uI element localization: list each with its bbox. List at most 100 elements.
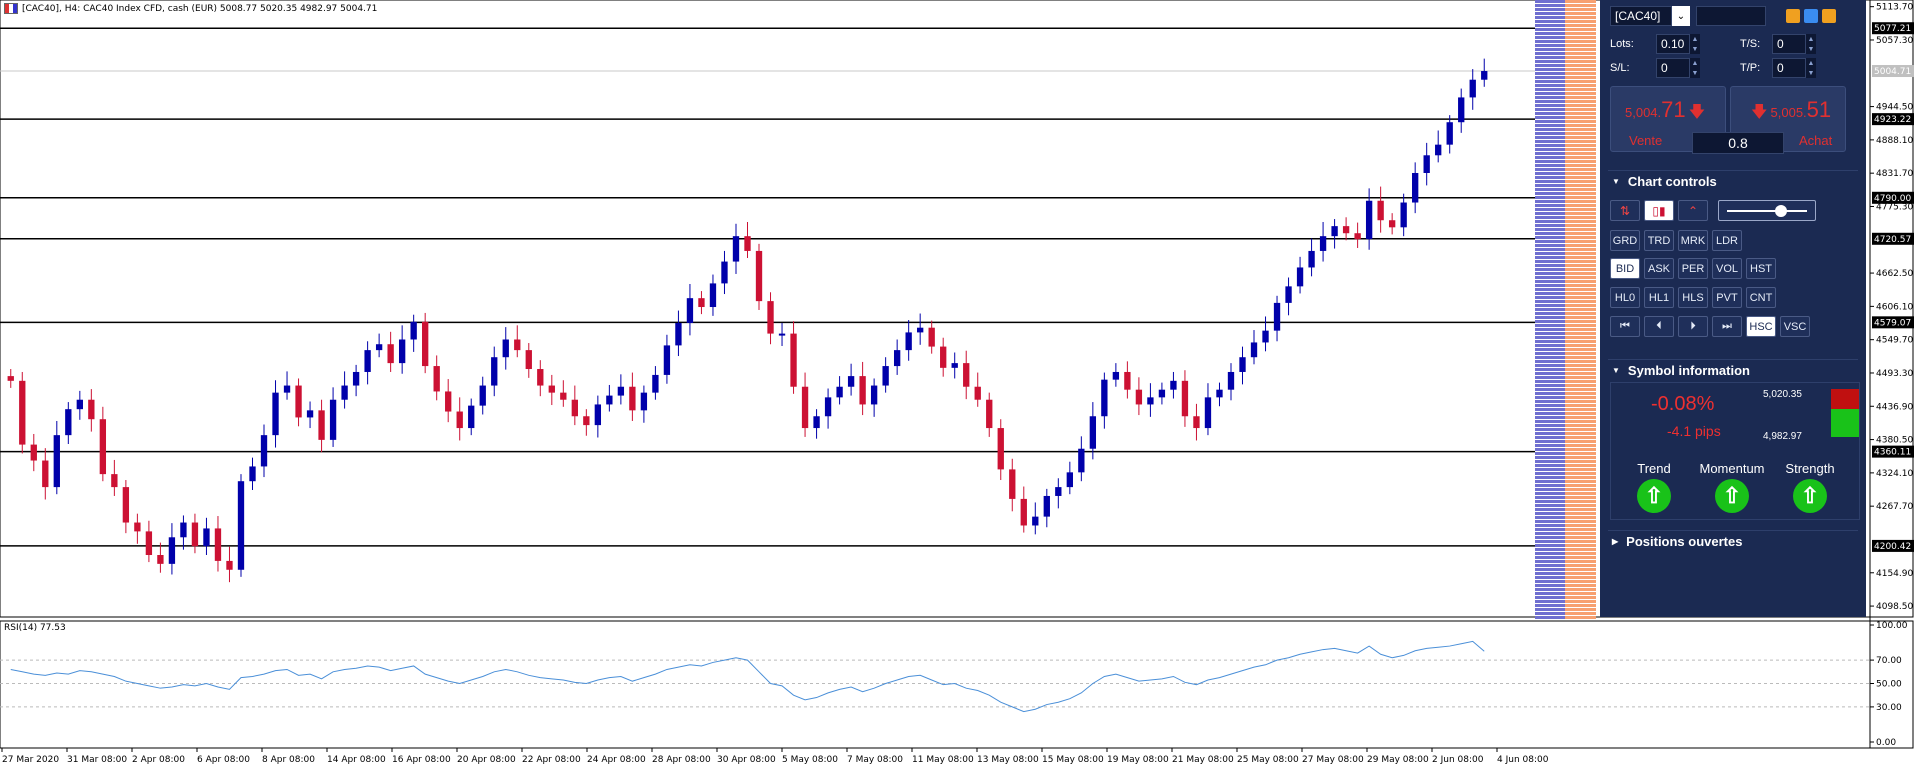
btn-hsc[interactable]: HSC — [1746, 316, 1776, 337]
strip-band-blue — [1535, 40, 1565, 43]
tp-stepper[interactable]: ▲ ▼ — [1806, 58, 1816, 78]
strip-band-blue — [1535, 132, 1565, 135]
strip-band-orange — [1565, 548, 1596, 551]
btn-hl0[interactable]: HL0 — [1610, 287, 1640, 308]
symbol-select[interactable]: [CAC40] — [1610, 6, 1672, 26]
btn-cnt[interactable]: CNT — [1746, 287, 1776, 308]
chevron-down-icon[interactable]: ⌄ — [1672, 6, 1690, 26]
ts-stepper[interactable]: ▲ ▼ — [1806, 34, 1816, 54]
rsi-tick-label: 0.00 — [1876, 738, 1896, 748]
candle-body — [963, 363, 970, 387]
lots-input[interactable]: 0.10 — [1656, 34, 1690, 54]
strip-band-orange — [1565, 248, 1596, 251]
prev-icon[interactable]: ⏴ — [1644, 316, 1674, 337]
strip-band-orange — [1565, 180, 1596, 183]
last-icon[interactable]: ⏭ — [1712, 316, 1742, 337]
btn-hls[interactable]: HLS — [1678, 287, 1708, 308]
strip-band-orange — [1565, 516, 1596, 519]
strip-band-orange — [1565, 296, 1596, 299]
strip-band-blue — [1535, 532, 1565, 535]
strip-band-blue — [1535, 344, 1565, 347]
line-toggle[interactable]: ⌃ — [1678, 200, 1708, 221]
gear-icon[interactable] — [1804, 9, 1818, 23]
btn-bid[interactable]: BID — [1610, 258, 1640, 279]
tp-input[interactable]: 0 — [1772, 58, 1806, 78]
caret-down-icon: ▼ — [1612, 365, 1620, 375]
slider-thumb[interactable] — [1775, 205, 1787, 217]
copy-icon[interactable] — [1786, 9, 1800, 23]
strip-band-blue — [1535, 372, 1565, 375]
trend-label: Trend — [1637, 461, 1671, 476]
candle-body — [1020, 498, 1027, 526]
strip-band-orange — [1565, 164, 1596, 167]
window-icon[interactable] — [1822, 9, 1836, 23]
ts-input[interactable]: 0 — [1772, 34, 1806, 54]
btn-ask[interactable]: ASK — [1644, 258, 1674, 279]
candle-body — [974, 386, 981, 400]
strip-band-blue — [1535, 504, 1565, 507]
btn-hl1[interactable]: HL1 — [1644, 287, 1674, 308]
level-price-label: 4923.22 — [1874, 115, 1911, 125]
strip-band-orange — [1565, 396, 1596, 399]
strip-band-orange — [1565, 120, 1596, 123]
candle-body — [801, 386, 809, 429]
sl-input[interactable]: 0 — [1656, 58, 1690, 78]
strip-band-orange — [1565, 84, 1596, 87]
sl-stepper[interactable]: ▲ ▼ — [1690, 58, 1700, 78]
positions-header[interactable]: ▶ Positions ouvertes — [1608, 530, 1858, 551]
strip-band-blue — [1535, 248, 1565, 251]
buy-price-small: 5,005. — [1770, 105, 1807, 120]
strip-band-orange — [1565, 528, 1596, 531]
candle-body — [410, 321, 417, 340]
chart-controls-header[interactable]: ▼ Chart controls — [1608, 170, 1858, 191]
strip-band-blue — [1535, 596, 1565, 599]
strip-band-blue — [1535, 472, 1565, 475]
time-tick-label: 31 Mar 08:00 — [67, 755, 127, 764]
candle-body — [1331, 226, 1338, 237]
btn-hst[interactable]: HST — [1746, 258, 1776, 279]
strip-band-blue — [1535, 404, 1565, 407]
btn-mrk[interactable]: MRK — [1678, 230, 1708, 251]
caret-right-icon: ▶ — [1612, 536, 1619, 546]
btn-vol[interactable]: VOL — [1712, 258, 1742, 279]
symbol-search-field[interactable] — [1696, 6, 1766, 26]
strip-band-orange — [1565, 256, 1596, 259]
strip-band-orange — [1565, 480, 1596, 483]
btn-grd[interactable]: GRD — [1610, 230, 1640, 251]
zoom-slider[interactable] — [1718, 200, 1816, 221]
btn-ldr[interactable]: LDR — [1712, 230, 1742, 251]
arrow-down-icon: 🡇 — [1688, 104, 1706, 121]
strip-band-blue — [1535, 340, 1565, 343]
symbol-info-header[interactable]: ▼ Symbol information — [1608, 359, 1858, 380]
strip-band-blue — [1535, 560, 1565, 563]
strip-band-blue — [1535, 416, 1565, 419]
strip-band-orange — [1565, 552, 1596, 555]
strip-band-orange — [1565, 36, 1596, 39]
first-icon[interactable]: ⏮ — [1610, 316, 1640, 337]
btn-vsc[interactable]: VSC — [1780, 316, 1810, 337]
candle-toggle[interactable]: ▯▮ — [1644, 200, 1674, 221]
strip-band-blue — [1535, 524, 1565, 527]
strip-band-blue — [1535, 520, 1565, 523]
next-icon[interactable]: ⏵ — [1678, 316, 1708, 337]
btn-trd[interactable]: TRD — [1644, 230, 1674, 251]
caret-down-icon: ▼ — [1612, 176, 1620, 186]
strip-band-orange — [1565, 24, 1596, 27]
candle-body — [560, 392, 567, 400]
lots-stepper[interactable]: ▲ ▼ — [1690, 34, 1700, 54]
candle-body — [88, 399, 95, 420]
chart-bar-toggle[interactable]: ⇅ — [1610, 200, 1640, 221]
strip-band-blue — [1535, 228, 1565, 231]
symbol-value: [CAC40] — [1615, 9, 1661, 23]
chart-header: [CAC40], H4: CAC40 Index CFD, cash (EUR)… — [4, 3, 377, 14]
candle-body — [7, 376, 14, 381]
candle-body — [537, 369, 544, 386]
btn-per[interactable]: PER — [1678, 258, 1708, 279]
tp-value: 0 — [1777, 61, 1784, 75]
strip-band-orange — [1565, 132, 1596, 135]
low-value: 4,982.97 — [1763, 431, 1802, 442]
strip-band-orange — [1565, 568, 1596, 571]
strip-band-orange — [1565, 564, 1596, 567]
btn-pvt[interactable]: PVT — [1712, 287, 1742, 308]
